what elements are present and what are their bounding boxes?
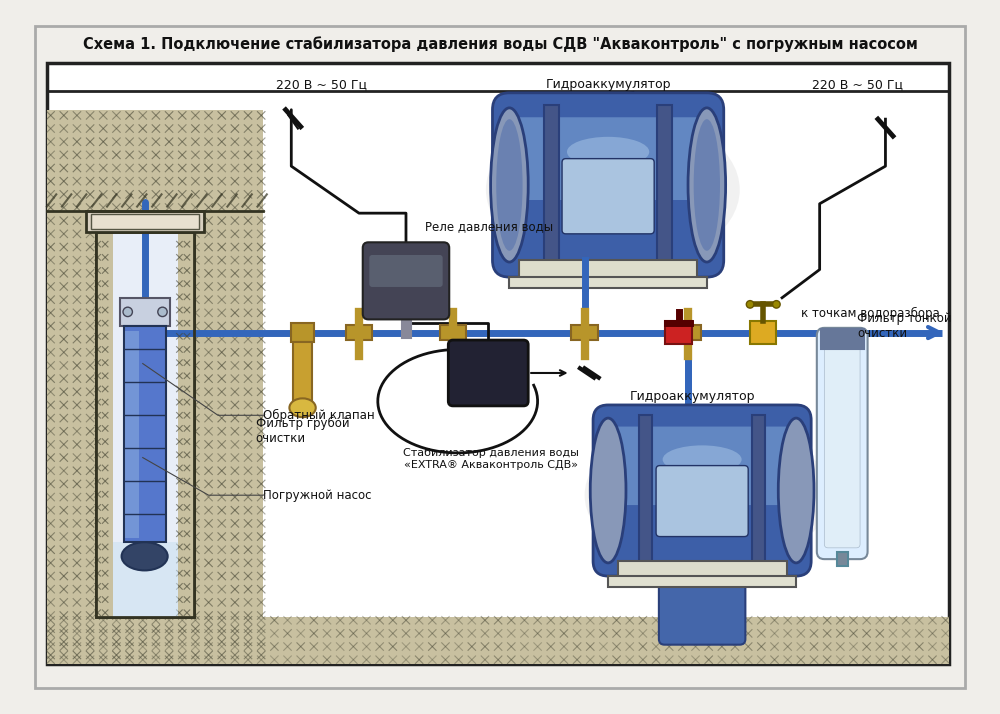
Bar [113, 542, 178, 618]
Ellipse shape [590, 418, 626, 563]
Ellipse shape [289, 398, 316, 417]
Bar [91, 214, 199, 229]
Text: Гидроаккумулятор: Гидроаккумулятор [630, 390, 755, 403]
Circle shape [123, 307, 132, 316]
Bar [96, 232, 194, 618]
Ellipse shape [694, 119, 720, 251]
Bar [440, 325, 466, 340]
Ellipse shape [585, 420, 829, 570]
Bar [96, 232, 194, 618]
Text: 220 В ~ 50 Гц: 220 В ~ 50 Гц [276, 78, 367, 91]
FancyBboxPatch shape [507, 117, 710, 200]
Text: Гидроаккумулятор: Гидроаккумулятор [545, 78, 671, 91]
Bar [47, 618, 949, 665]
FancyBboxPatch shape [369, 255, 443, 287]
FancyBboxPatch shape [492, 93, 724, 277]
Bar [837, 552, 848, 565]
FancyBboxPatch shape [593, 405, 811, 576]
Text: Схема 1. Подключение стабилизатора давления воды СДВ "Акваконтроль" с погружным : Схема 1. Подключение стабилизатора давле… [83, 36, 917, 52]
Bar [665, 321, 692, 344]
Bar [509, 277, 707, 288]
FancyBboxPatch shape [448, 340, 528, 406]
Bar [86, 211, 204, 232]
Ellipse shape [567, 137, 649, 167]
Bar [291, 323, 314, 342]
Ellipse shape [688, 108, 726, 262]
Bar [544, 105, 559, 265]
Bar [194, 194, 263, 598]
Circle shape [158, 307, 167, 316]
Bar [571, 325, 598, 340]
Bar [113, 232, 178, 618]
Bar [821, 328, 864, 349]
Bar [293, 342, 312, 408]
Text: Погружной насос: Погружной насос [263, 488, 372, 502]
Bar [124, 326, 166, 542]
Ellipse shape [491, 108, 528, 262]
Bar [675, 325, 701, 340]
FancyBboxPatch shape [656, 466, 748, 536]
Bar [608, 576, 796, 588]
FancyBboxPatch shape [824, 339, 860, 548]
Text: Фильтр тонкой
очистки: Фильтр тонкой очистки [857, 312, 952, 340]
Bar [120, 298, 170, 326]
Bar [639, 416, 652, 565]
Ellipse shape [778, 418, 814, 563]
FancyBboxPatch shape [659, 582, 745, 645]
FancyBboxPatch shape [562, 159, 654, 234]
Bar [519, 260, 697, 279]
Text: Обратный клапан: Обратный клапан [263, 408, 375, 422]
Circle shape [773, 301, 780, 308]
Ellipse shape [663, 446, 742, 473]
Bar [96, 232, 113, 618]
Bar [657, 105, 672, 265]
FancyBboxPatch shape [363, 242, 449, 319]
Ellipse shape [486, 110, 740, 270]
Bar [618, 561, 787, 578]
Text: 220 В ~ 50 Гц: 220 В ~ 50 Гц [812, 78, 903, 91]
Ellipse shape [122, 542, 168, 570]
FancyBboxPatch shape [817, 328, 868, 559]
Bar [750, 321, 776, 344]
Text: к точкам водоразбора: к точкам водоразбора [801, 307, 940, 321]
Bar [752, 416, 765, 565]
Circle shape [746, 301, 754, 308]
Bar [47, 110, 263, 665]
Bar [346, 325, 372, 340]
Bar [47, 63, 949, 665]
Text: Фильтр грубой
очистки: Фильтр грубой очистки [256, 417, 349, 446]
Text: Стабилизатор давления воды
«EXTRA® Акваконтроль СДВ»: Стабилизатор давления воды «EXTRA® Аквак… [403, 448, 579, 470]
Bar [178, 232, 194, 618]
Ellipse shape [496, 119, 523, 251]
Text: Реле давления воды: Реле давления воды [425, 220, 553, 233]
Bar [125, 331, 139, 538]
FancyBboxPatch shape [605, 426, 799, 505]
